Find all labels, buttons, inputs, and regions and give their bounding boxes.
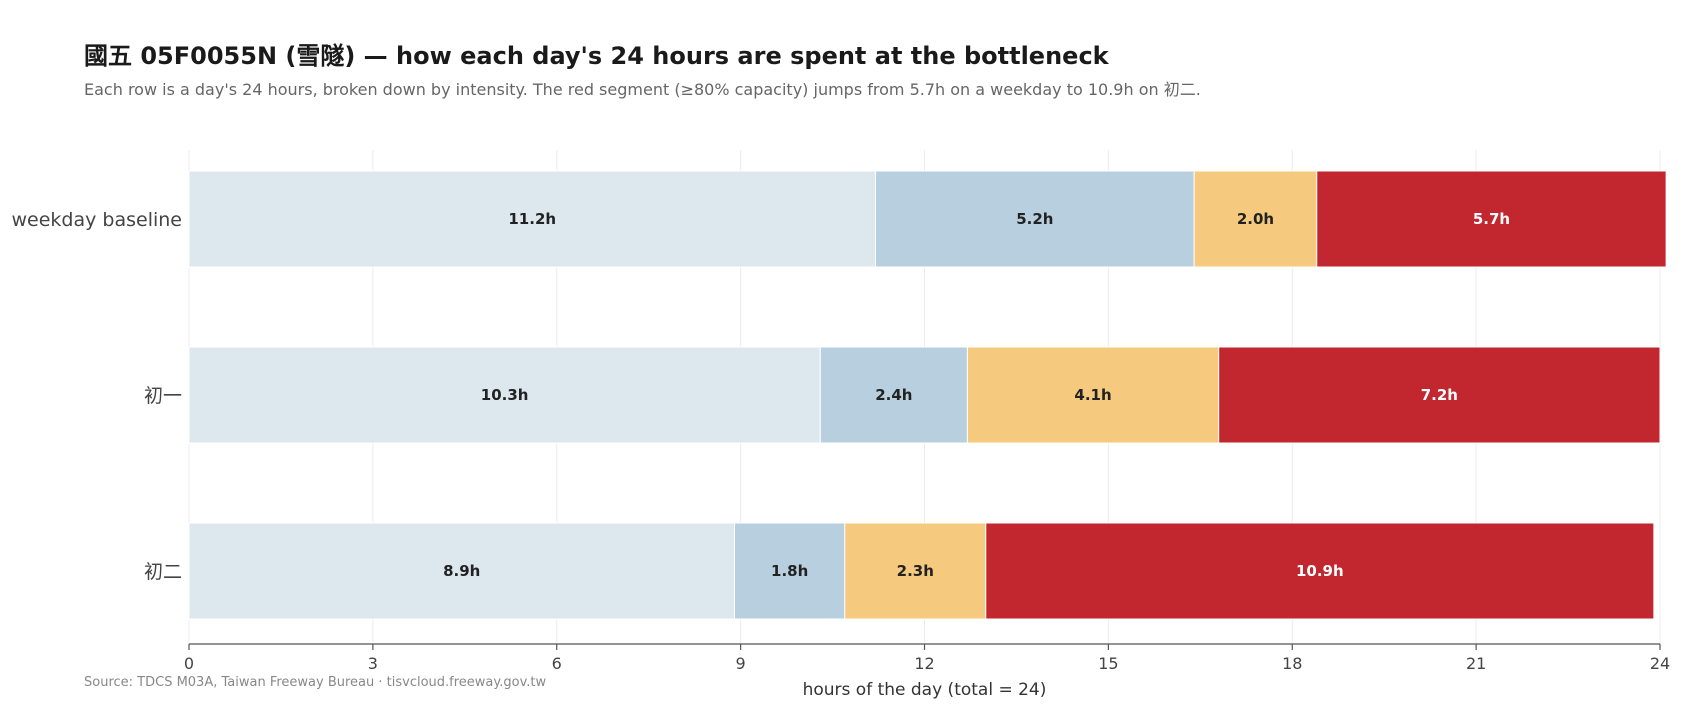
category-label: 初一 xyxy=(144,385,182,407)
x-tick-label: 21 xyxy=(1466,654,1486,673)
x-tick-label: 24 xyxy=(1650,654,1670,673)
segment-value-label: 2.4h xyxy=(875,386,912,404)
segment-value-label: 11.2h xyxy=(508,210,556,228)
bar-segment xyxy=(966,346,1220,444)
x-tick-label: 6 xyxy=(552,654,562,673)
bar-segment xyxy=(188,170,876,268)
segment-value-label: 7.2h xyxy=(1421,386,1458,404)
x-tick-label: 9 xyxy=(736,654,746,673)
segment-value-label: 10.9h xyxy=(1296,562,1344,580)
x-tick-label: 12 xyxy=(914,654,934,673)
bar-segment xyxy=(1316,170,1667,268)
bar-segment xyxy=(188,522,735,620)
segment-value-label: 5.7h xyxy=(1473,210,1510,228)
bar-segment xyxy=(844,522,987,620)
segment-value-label: 5.2h xyxy=(1016,210,1053,228)
source-note: Source: TDCS M03A, Taiwan Freeway Bureau… xyxy=(84,675,547,690)
bar-segment xyxy=(874,170,1195,268)
segment-labels: 11.2h 5.2h 2.0h 5.7h 10.3h 2.4h 4.1h 7.2h 8.9h 1.… xyxy=(443,210,1510,580)
x-tick-label: 3 xyxy=(368,654,378,673)
x-axis-title: hours of the day (total = 24) xyxy=(803,680,1047,700)
chart-subtitle: Each row is a day's 24 hours, broken dow… xyxy=(84,80,1201,99)
x-axis-ticks: 0 3 6 9 12 15 18 21 24 xyxy=(184,644,1670,673)
category-label: weekday baseline xyxy=(12,209,183,231)
x-tick-label: 0 xyxy=(184,654,194,673)
bar-segment xyxy=(188,346,821,444)
bar-segment xyxy=(985,522,1655,620)
category-label: 初二 xyxy=(144,561,182,583)
segment-value-label: 2.0h xyxy=(1237,210,1274,228)
segment-value-label: 2.3h xyxy=(897,562,934,580)
bar-segments xyxy=(188,170,1667,620)
segment-value-label: 1.8h xyxy=(771,562,808,580)
chart-title: 國五 05F0055N (雪隧) — how each day's 24 hou… xyxy=(84,42,1109,70)
segment-value-label: 10.3h xyxy=(481,386,529,404)
x-tick-label: 18 xyxy=(1282,654,1302,673)
bar-segment xyxy=(1193,170,1318,268)
segment-value-label: 8.9h xyxy=(443,562,480,580)
x-tick-label: 15 xyxy=(1098,654,1118,673)
segment-value-label: 4.1h xyxy=(1074,386,1111,404)
bar-segment xyxy=(1218,346,1661,444)
